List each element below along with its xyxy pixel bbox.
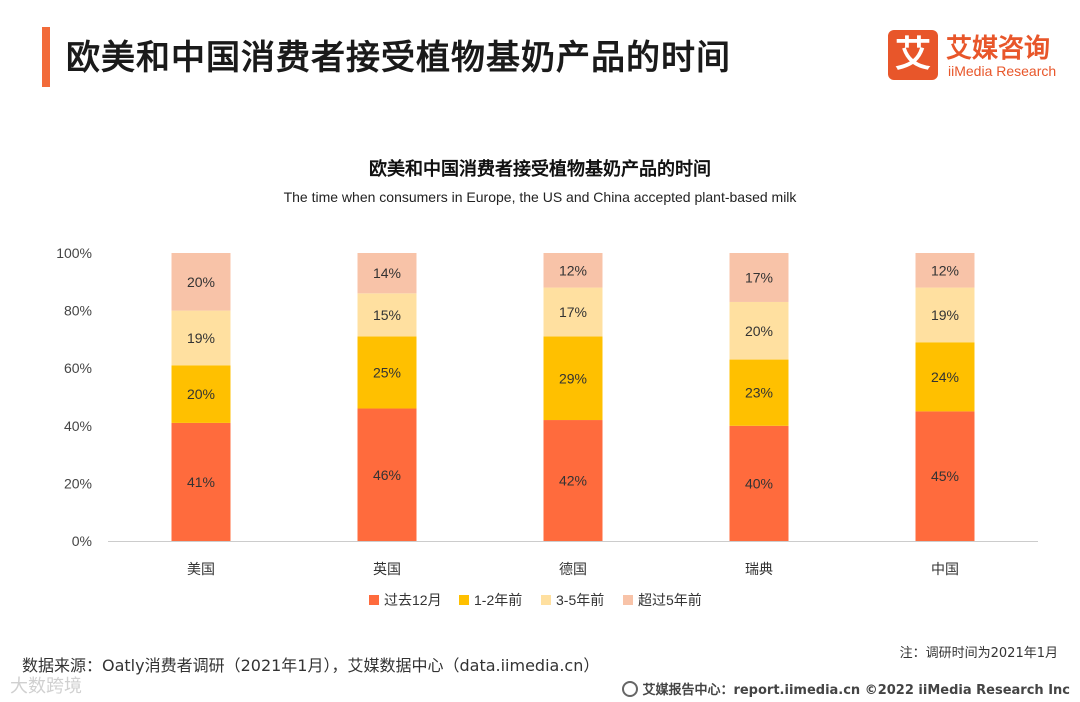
- globe-icon: [622, 681, 639, 697]
- y-tick-label: 20%: [64, 475, 92, 491]
- data-label: 12%: [559, 262, 587, 278]
- data-label: 19%: [931, 307, 959, 323]
- bar-segment: [543, 336, 603, 421]
- x-tick-label: 德国: [559, 561, 587, 577]
- bar-segment: [915, 253, 975, 288]
- x-tick-label: 美国: [187, 561, 215, 577]
- watermark: 大数跨境: [10, 676, 82, 697]
- data-label: 41%: [187, 474, 215, 490]
- bar-segment: [357, 336, 417, 409]
- bar-segment: [729, 359, 789, 426]
- bar-segment: [729, 301, 789, 360]
- logo-text-cn: 艾媒咨询: [946, 34, 1051, 64]
- data-source: 数据来源：Oatly消费者调研（2021年1月），艾媒数据中心（data.iim…: [22, 656, 600, 675]
- data-label: 17%: [745, 269, 773, 285]
- legend-swatch: [623, 595, 633, 605]
- data-label: 19%: [187, 330, 215, 346]
- legend-swatch: [369, 595, 379, 605]
- data-label: 25%: [373, 365, 401, 381]
- bar-segment: [171, 310, 231, 366]
- data-label: 42%: [559, 473, 587, 489]
- bar-segment: [171, 253, 231, 311]
- data-label: 17%: [559, 304, 587, 320]
- bar-segment: [357, 293, 417, 337]
- data-label: 14%: [373, 265, 401, 281]
- y-tick-label: 80%: [64, 303, 92, 319]
- y-tick-label: 100%: [56, 245, 92, 261]
- logo-mark-icon: 艾: [888, 30, 938, 80]
- data-label: 46%: [373, 467, 401, 483]
- data-label: 12%: [931, 262, 959, 278]
- logo-text-en: iiMedia Research: [948, 63, 1057, 79]
- data-label: 20%: [745, 323, 773, 339]
- data-label: 24%: [931, 369, 959, 385]
- survey-note: 注：调研时间为2021年1月: [899, 646, 1058, 661]
- title-accent-bar: [42, 27, 50, 87]
- chart-subtitle: The time when consumers in Europe, the U…: [283, 189, 797, 205]
- data-label: 40%: [745, 475, 773, 491]
- footer-report-text: 艾媒报告中心：report.iimedia.cn ©2022 iiMedia R…: [642, 683, 1070, 698]
- data-label: 15%: [373, 307, 401, 323]
- legend-label: 1-2年前: [474, 592, 522, 608]
- data-label: 45%: [931, 468, 959, 484]
- bar-segment: [543, 253, 603, 288]
- legend-label: 过去12月: [384, 592, 442, 608]
- chart-title: 欧美和中国消费者接受植物基奶产品的时间: [369, 159, 711, 180]
- data-label: 20%: [187, 386, 215, 402]
- bar-segment: [915, 342, 975, 412]
- x-tick-label: 中国: [931, 561, 959, 577]
- bar-segment: [729, 253, 789, 302]
- y-tick-label: 0%: [72, 533, 92, 549]
- bar-segment: [543, 287, 603, 337]
- bar-segment: [171, 365, 231, 423]
- x-tick-label: 瑞典: [745, 561, 773, 577]
- iimedia-logo: 艾 艾媒咨询 iiMedia Research: [888, 28, 1063, 84]
- data-label: 23%: [745, 385, 773, 401]
- bar-segment: [357, 253, 417, 294]
- legend-label: 3-5年前: [556, 592, 604, 608]
- footer-report-center: 艾媒报告中心：report.iimedia.cn ©2022 iiMedia R…: [622, 679, 1070, 698]
- data-label: 20%: [187, 274, 215, 290]
- y-tick-label: 60%: [64, 360, 92, 376]
- bar-segment: [915, 287, 975, 343]
- data-label: 29%: [559, 370, 587, 386]
- page-title: 欧美和中国消费者接受植物基奶产品的时间: [66, 38, 731, 78]
- bar-segment: [171, 422, 231, 541]
- bar-segment: [357, 408, 417, 541]
- bar-segment: [915, 411, 975, 541]
- bar-segment: [543, 420, 603, 541]
- y-tick-label: 40%: [64, 418, 92, 434]
- x-tick-label: 英国: [373, 561, 401, 577]
- legend-swatch: [541, 595, 551, 605]
- legend-swatch: [459, 595, 469, 605]
- legend-label: 超过5年前: [638, 592, 702, 608]
- bar-segment: [729, 425, 789, 541]
